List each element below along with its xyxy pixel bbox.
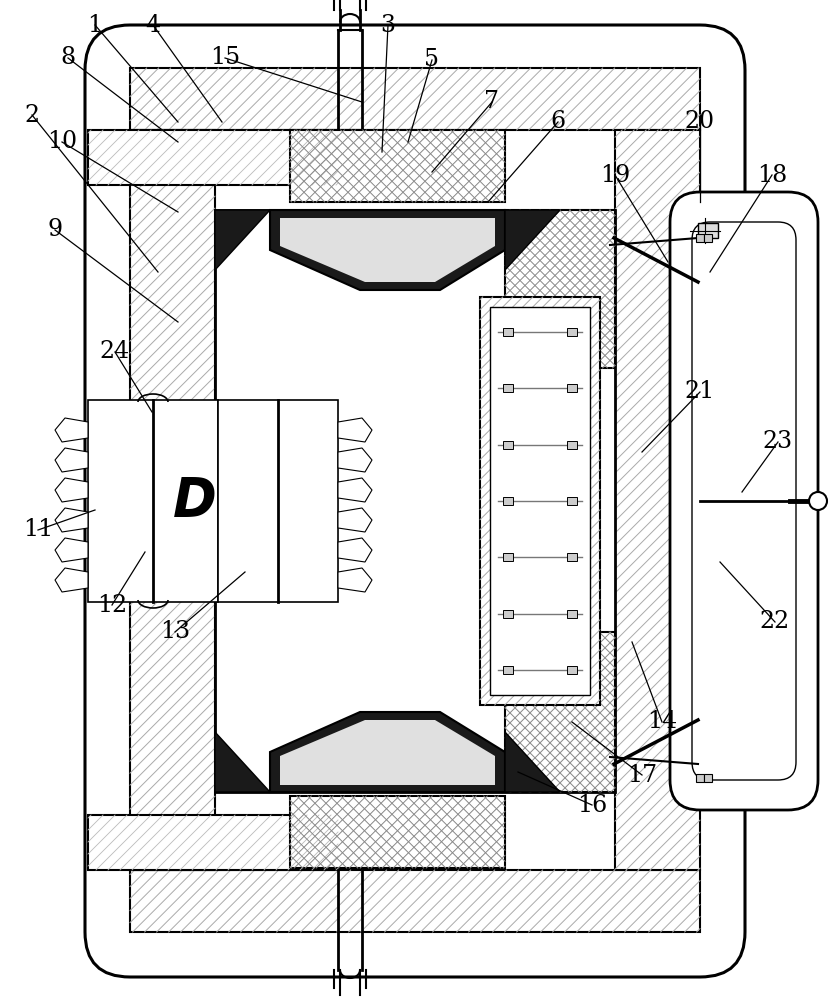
Bar bbox=[567, 666, 577, 674]
Polygon shape bbox=[280, 218, 495, 282]
Polygon shape bbox=[55, 448, 88, 472]
Text: 7: 7 bbox=[484, 91, 499, 113]
Polygon shape bbox=[55, 568, 88, 592]
Text: 5: 5 bbox=[425, 48, 440, 72]
Polygon shape bbox=[505, 732, 560, 792]
Text: 11: 11 bbox=[23, 518, 53, 542]
Bar bbox=[503, 384, 513, 392]
Bar bbox=[503, 497, 513, 505]
Polygon shape bbox=[338, 538, 372, 562]
Text: 21: 21 bbox=[685, 380, 715, 403]
Bar bbox=[130, 130, 215, 870]
Bar bbox=[88, 400, 218, 602]
Polygon shape bbox=[215, 210, 270, 270]
Polygon shape bbox=[505, 210, 560, 270]
Text: 8: 8 bbox=[60, 46, 76, 70]
Bar bbox=[503, 553, 513, 561]
Bar bbox=[503, 328, 513, 336]
Polygon shape bbox=[338, 568, 372, 592]
Bar bbox=[505, 210, 615, 368]
Bar bbox=[490, 307, 590, 695]
Bar bbox=[704, 234, 712, 242]
Text: 10: 10 bbox=[47, 130, 77, 153]
Text: 1: 1 bbox=[87, 13, 102, 36]
Polygon shape bbox=[338, 448, 372, 472]
Text: D: D bbox=[173, 475, 216, 527]
FancyBboxPatch shape bbox=[85, 25, 745, 977]
Bar bbox=[503, 610, 513, 618]
Bar bbox=[130, 870, 700, 932]
Bar bbox=[615, 130, 700, 870]
Polygon shape bbox=[338, 508, 372, 532]
Text: 17: 17 bbox=[627, 764, 657, 786]
Bar bbox=[696, 234, 704, 242]
Bar bbox=[567, 610, 577, 618]
Bar bbox=[567, 328, 577, 336]
Bar bbox=[704, 774, 712, 782]
Polygon shape bbox=[215, 732, 270, 792]
Polygon shape bbox=[55, 418, 88, 442]
Bar bbox=[505, 632, 615, 792]
Bar bbox=[290, 130, 505, 202]
Bar bbox=[215, 210, 615, 792]
Text: 4: 4 bbox=[145, 13, 160, 36]
Bar bbox=[503, 666, 513, 674]
Polygon shape bbox=[270, 210, 505, 290]
Text: 6: 6 bbox=[550, 110, 565, 133]
Text: 23: 23 bbox=[763, 430, 793, 454]
Text: 24: 24 bbox=[100, 340, 130, 363]
Bar bbox=[567, 384, 577, 392]
Text: 20: 20 bbox=[685, 110, 715, 133]
Bar bbox=[290, 796, 505, 868]
Bar bbox=[480, 297, 600, 705]
Text: 14: 14 bbox=[647, 710, 677, 734]
Text: 12: 12 bbox=[96, 593, 128, 616]
Polygon shape bbox=[280, 720, 495, 785]
Bar bbox=[218, 400, 338, 602]
Bar bbox=[567, 553, 577, 561]
Bar bbox=[503, 441, 513, 449]
Text: 9: 9 bbox=[48, 219, 63, 241]
Polygon shape bbox=[338, 418, 372, 442]
FancyBboxPatch shape bbox=[670, 192, 818, 810]
Text: 2: 2 bbox=[24, 104, 39, 126]
Polygon shape bbox=[270, 712, 505, 792]
Bar bbox=[567, 441, 577, 449]
Text: 3: 3 bbox=[381, 13, 395, 36]
Bar bbox=[88, 815, 338, 870]
Bar bbox=[130, 68, 700, 130]
Text: 19: 19 bbox=[600, 163, 630, 186]
Bar bbox=[567, 497, 577, 505]
Text: 22: 22 bbox=[760, 610, 790, 634]
FancyBboxPatch shape bbox=[692, 222, 796, 780]
Text: 13: 13 bbox=[160, 620, 190, 644]
Polygon shape bbox=[55, 538, 88, 562]
Polygon shape bbox=[55, 478, 88, 502]
Polygon shape bbox=[338, 478, 372, 502]
Text: 15: 15 bbox=[210, 46, 240, 70]
Circle shape bbox=[809, 492, 827, 510]
Text: 16: 16 bbox=[577, 794, 607, 816]
Bar bbox=[698, 223, 718, 238]
Bar bbox=[696, 774, 704, 782]
Bar bbox=[88, 130, 338, 185]
Polygon shape bbox=[55, 508, 88, 532]
Text: 18: 18 bbox=[757, 163, 787, 186]
